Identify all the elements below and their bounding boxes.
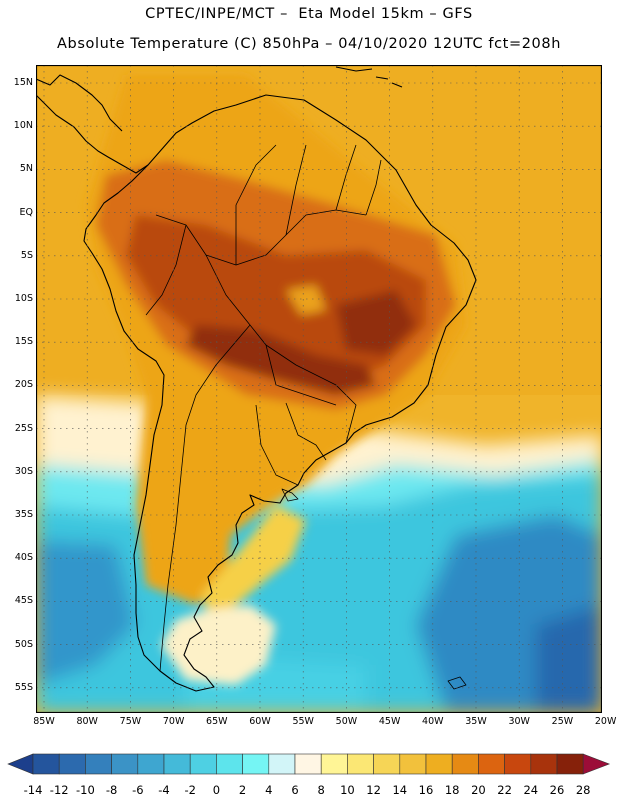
colorbar-left-arrow	[7, 753, 34, 775]
lon-label: 70W	[162, 716, 185, 727]
lat-label: 10S	[14, 293, 33, 304]
ocean-deep-blue-west	[36, 540, 136, 685]
land-cool-spot	[286, 285, 326, 315]
lon-label: 25W	[551, 716, 574, 727]
colorbar-label: 16	[418, 783, 434, 797]
lat-label: 55S	[14, 681, 33, 693]
lon-label: 40W	[422, 716, 444, 727]
lat-label: 50S	[14, 638, 33, 650]
colorbar-swatch	[163, 753, 191, 775]
colorbar-label: 26	[549, 783, 565, 797]
colorbar-label: -6	[132, 783, 144, 797]
lat-label: 25S	[14, 422, 33, 434]
colorbar-swatch	[58, 753, 86, 775]
colorbar-label: 12	[366, 783, 381, 797]
colorbar-swatch	[32, 753, 60, 775]
lon-label: 85W	[33, 716, 55, 727]
lat-label: 35S	[14, 509, 33, 520]
lon-label: 35W	[465, 716, 487, 727]
lon-label: 50W	[335, 716, 358, 727]
chart-title-line1: CPTEC/INPE/MCT – Eta Model 15km – GFS	[145, 6, 473, 22]
lat-label: 15N	[13, 77, 33, 88]
lat-label: 5S	[20, 249, 33, 261]
colorbar-label: 8	[317, 783, 325, 797]
central-america-coast-north	[36, 74, 123, 132]
lon-label: 55W	[292, 716, 314, 727]
colorbar-swatch	[530, 753, 558, 775]
colorbar-label: -4	[158, 783, 170, 797]
chart-title-line2: Absolute Temperature (C) 850hPa – 04/10/…	[57, 36, 561, 52]
colorbar-swatch	[425, 753, 453, 775]
colorbar-label: 24	[523, 783, 539, 797]
colorbar-right-arrow	[582, 753, 611, 775]
colorbar-label: 0	[212, 783, 221, 797]
colorbar-label: 20	[471, 783, 486, 797]
south-america-coastline	[83, 94, 477, 692]
map-gridlines	[36, 65, 602, 713]
colorbar-label: 2	[238, 783, 247, 797]
lon-label: 80W	[76, 716, 98, 727]
colorbar-label: 10	[340, 783, 355, 797]
land-yellow-south	[201, 505, 306, 620]
map-border	[36, 65, 602, 713]
colorbar-label: 28	[575, 783, 591, 797]
colorbar-swatch	[399, 753, 427, 775]
colorbar-label: -2	[184, 783, 196, 797]
country-borders	[145, 144, 382, 672]
ocean-darkest-blue	[536, 605, 602, 713]
colorbar-label: -10	[75, 783, 95, 797]
lat-label: 45S	[14, 595, 33, 607]
lat-label: 20S	[14, 379, 33, 391]
colorbar-swatch	[189, 753, 217, 775]
colorbar-swatch	[294, 753, 322, 775]
colorbar	[7, 753, 611, 775]
lat-label: 10N	[13, 120, 33, 132]
lon-label: 45W	[378, 716, 401, 727]
colorbar-swatch	[85, 753, 112, 775]
temperature-map	[36, 65, 602, 713]
lon-label: 75W	[119, 716, 142, 727]
colorbar-label: -14	[23, 783, 43, 797]
lagoon-dos-patos	[281, 488, 299, 502]
lon-label: 30W	[508, 716, 530, 727]
malvinas-islands	[447, 676, 467, 690]
caribbean-islands	[335, 66, 403, 88]
land-pale-patagonia	[161, 605, 276, 685]
land-hottest-east	[336, 290, 416, 355]
colorbar-swatch	[504, 753, 532, 775]
colorbar-label: -12	[49, 783, 69, 797]
lat-label: 40S	[14, 552, 33, 564]
colorbar-swatch	[216, 753, 243, 775]
lon-label: 20W	[594, 716, 617, 727]
colorbar-swatch	[478, 753, 505, 775]
colorbar-label: 4	[265, 783, 273, 797]
colorbar-swatch	[451, 753, 479, 775]
lat-label: EQ	[19, 206, 33, 218]
central-america-coast	[36, 94, 149, 174]
lat-label: 30S	[14, 465, 33, 477]
lon-label: 65W	[206, 716, 228, 727]
lon-label: 60W	[249, 716, 271, 727]
colorbar-swatch	[347, 753, 374, 775]
colorbar-swatch	[556, 753, 584, 775]
colorbar-swatch	[111, 753, 139, 775]
colorbar-label: 18	[444, 783, 460, 797]
colorbar-swatch	[320, 753, 348, 775]
colorbar-swatch	[373, 753, 401, 775]
land-hottest-core	[186, 325, 376, 395]
lat-label: 5N	[19, 163, 33, 175]
colorbar-label: 22	[497, 783, 512, 797]
lat-label: 15S	[14, 336, 33, 348]
colorbar-swatch	[242, 753, 270, 775]
colorbar-swatch	[137, 753, 165, 775]
colorbar-label: 6	[291, 783, 299, 797]
colorbar-label: -8	[105, 783, 118, 797]
colorbar-swatch	[268, 753, 296, 775]
colorbar-label: 14	[392, 783, 408, 797]
